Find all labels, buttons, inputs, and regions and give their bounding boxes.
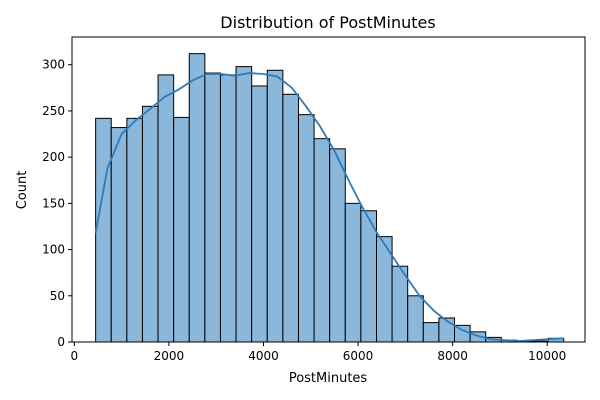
y-axis-label: Count — [15, 171, 30, 210]
histogram-bar — [297, 114, 315, 343]
x-tick-label: 6000 — [343, 349, 374, 363]
y-tick-label: 0 — [57, 335, 65, 349]
histogram-bar — [313, 138, 331, 343]
histogram-bar — [126, 117, 143, 343]
histogram-bars — [95, 53, 565, 343]
x-axis-label: PostMinutes — [289, 371, 368, 386]
y-tick-label: 300 — [42, 58, 65, 72]
histogram-bar — [407, 295, 424, 343]
y-tick-label: 100 — [42, 243, 65, 257]
y-tick-label: 50 — [50, 289, 65, 303]
x-tick-label: 10000 — [528, 349, 566, 363]
histogram-bar — [204, 72, 221, 343]
x-tick-label: 2000 — [154, 349, 185, 363]
y-tick-label: 250 — [42, 104, 65, 118]
histogram-bar — [95, 117, 112, 343]
histogram-bar — [344, 202, 362, 343]
histogram-bar — [188, 53, 206, 343]
y-tick-label: 200 — [42, 150, 65, 164]
y-tick-label: 150 — [42, 196, 65, 210]
histogram-bar — [157, 74, 175, 343]
histogram-bar — [391, 265, 409, 343]
y-axis-ticks: 0 50 100 150 200 250 300 — [42, 58, 72, 349]
histogram-bar — [235, 66, 253, 343]
histogram-bar — [266, 69, 284, 343]
histogram-bar — [110, 127, 128, 343]
x-axis-ticks: 0 2000 4000 6000 8000 10000 — [71, 342, 566, 363]
histogram-bar — [360, 210, 377, 343]
histogram-bar — [329, 148, 346, 343]
plot-frame — [71, 36, 586, 343]
histogram-bar — [422, 322, 440, 343]
x-tick-label: 8000 — [437, 349, 468, 363]
histogram-bar — [282, 93, 299, 343]
histogram-bar — [219, 74, 237, 343]
x-tick-label: 0 — [71, 349, 79, 363]
kde-curve — [94, 72, 564, 342]
chart-title: Distribution of PostMinutes — [220, 13, 435, 32]
histogram-bar — [141, 105, 159, 343]
histogram-bar — [173, 116, 190, 343]
x-tick-label: 4000 — [248, 349, 279, 363]
histogram-bar — [251, 85, 268, 343]
